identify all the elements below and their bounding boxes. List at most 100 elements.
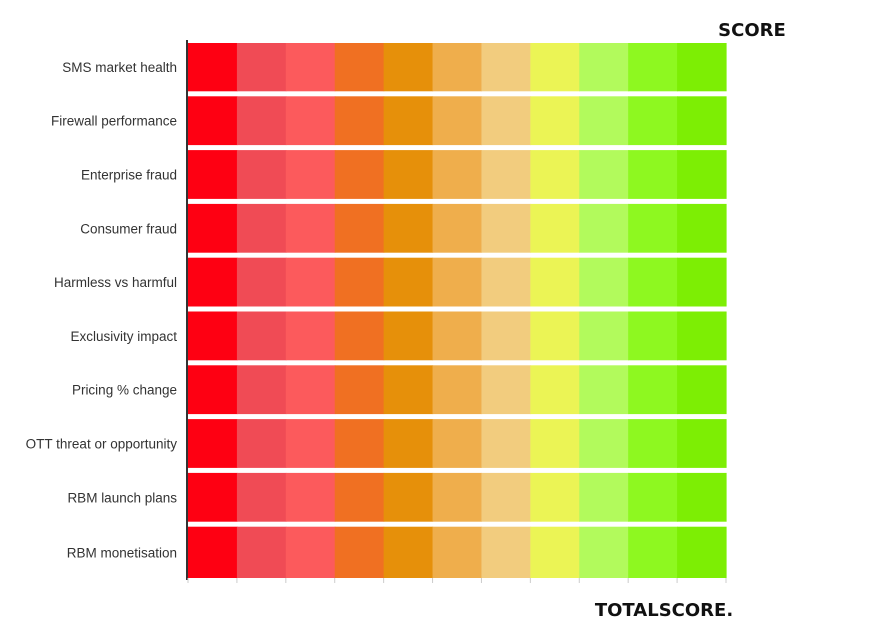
heatmap-cell xyxy=(432,526,483,578)
heatmap-cell xyxy=(677,365,727,415)
heatmap-cell xyxy=(236,419,287,468)
heatmap-cell xyxy=(236,365,287,415)
heatmap-cell xyxy=(334,257,385,307)
heatmap-cell xyxy=(481,365,531,415)
heatmap-cell xyxy=(285,311,336,361)
heatmap-cell xyxy=(188,203,238,253)
heatmap-cell xyxy=(383,96,434,146)
heatmap-cell xyxy=(383,43,434,92)
heatmap-cell xyxy=(432,311,483,361)
heatmap-cell xyxy=(628,526,678,578)
heatmap-cell xyxy=(432,419,483,468)
heatmap-cell xyxy=(236,43,287,92)
heatmap-cell xyxy=(677,96,727,146)
heatmap-cell xyxy=(579,419,629,468)
heatmap-cell xyxy=(334,203,385,253)
heatmap-cell xyxy=(481,311,531,361)
x-axis-ticks xyxy=(187,578,727,583)
row-label: SMS market health xyxy=(62,60,177,75)
heatmap-cell xyxy=(579,203,629,253)
heatmap-cell xyxy=(628,96,678,146)
heatmap-cell xyxy=(383,419,434,468)
heatmap-cell xyxy=(481,203,531,253)
row-label: RBM launch plans xyxy=(67,490,177,505)
heatmap-cell xyxy=(628,203,678,253)
heatmap-cell xyxy=(383,257,434,307)
heatmap-cell xyxy=(481,96,531,146)
heatmap-cell xyxy=(677,43,727,92)
heatmap-cell xyxy=(530,526,580,578)
row-label: Exclusivity impact xyxy=(70,329,177,344)
heatmap-cell xyxy=(677,203,727,253)
heatmap-cell xyxy=(481,419,531,468)
row-label: Consumer fraud xyxy=(80,221,177,236)
heatmap-cell xyxy=(579,257,629,307)
row-label: Harmless vs harmful xyxy=(54,275,177,290)
heatmap-cell xyxy=(579,526,629,578)
heatmap-cell xyxy=(285,365,336,415)
heatmap-cell xyxy=(579,43,629,92)
heatmap-cell xyxy=(383,150,434,199)
heatmap-cell xyxy=(579,472,629,522)
heatmap-cell xyxy=(530,311,580,361)
heatmap-cell xyxy=(188,96,238,146)
heatmap-cell xyxy=(334,365,385,415)
heatmap-cell xyxy=(188,472,238,522)
heatmap-cell xyxy=(334,419,385,468)
heatmap-cell xyxy=(188,419,238,468)
heatmap-cell xyxy=(628,419,678,468)
heatmap-cell xyxy=(334,526,385,578)
row-label: Pricing % change xyxy=(72,383,177,398)
heatmap-cell xyxy=(677,472,727,522)
heatmap-cell xyxy=(334,150,385,199)
heatmap-cell xyxy=(432,257,483,307)
heatmap-cell xyxy=(236,96,287,146)
heatmap-cell xyxy=(530,150,580,199)
heatmap-cell xyxy=(334,96,385,146)
heatmap-cell xyxy=(628,150,678,199)
heatmap-cell xyxy=(285,96,336,146)
heatmap-cell xyxy=(432,203,483,253)
chart-footer: TOTALSCORE. xyxy=(595,600,733,621)
heatmap-cell xyxy=(334,311,385,361)
heatmap-cell xyxy=(285,43,336,92)
heatmap-cell xyxy=(236,150,287,199)
row-label: OTT threat or opportunity xyxy=(26,437,178,452)
heatmap-cell xyxy=(530,203,580,253)
heatmap-cells xyxy=(188,43,727,578)
heatmap-cell xyxy=(628,257,678,307)
heatmap-cell xyxy=(579,150,629,199)
heatmap-cell xyxy=(530,43,580,92)
row-label: Enterprise fraud xyxy=(81,168,177,183)
heatmap-cell xyxy=(628,311,678,361)
heatmap-cell xyxy=(432,365,483,415)
heatmap-cell xyxy=(383,311,434,361)
heatmap-cell xyxy=(383,203,434,253)
heatmap-cell xyxy=(236,526,287,578)
heatmap-cell xyxy=(677,526,727,578)
heatmap-cell xyxy=(628,472,678,522)
heatmap-cell xyxy=(579,311,629,361)
heatmap-cell xyxy=(481,526,531,578)
heatmap-cell xyxy=(285,472,336,522)
heatmap-cell xyxy=(188,43,238,92)
heatmap-cell xyxy=(481,150,531,199)
heatmap-cell xyxy=(530,419,580,468)
heatmap-cell xyxy=(628,43,678,92)
heatmap-cell xyxy=(530,96,580,146)
heatmap-cell xyxy=(677,150,727,199)
heatmap-cell xyxy=(236,311,287,361)
chart-title: SCORE xyxy=(718,20,786,41)
heatmap-cell xyxy=(285,203,336,253)
heatmap-cell xyxy=(188,311,238,361)
heatmap-cell xyxy=(579,96,629,146)
row-label: RBM monetisation xyxy=(67,545,177,560)
heatmap-cell xyxy=(188,257,238,307)
heatmap-cell xyxy=(481,43,531,92)
heatmap-cell xyxy=(383,365,434,415)
heatmap-cell xyxy=(432,150,483,199)
heatmap-cell xyxy=(188,150,238,199)
heatmap-cell xyxy=(481,257,531,307)
heatmap-cell xyxy=(334,472,385,522)
